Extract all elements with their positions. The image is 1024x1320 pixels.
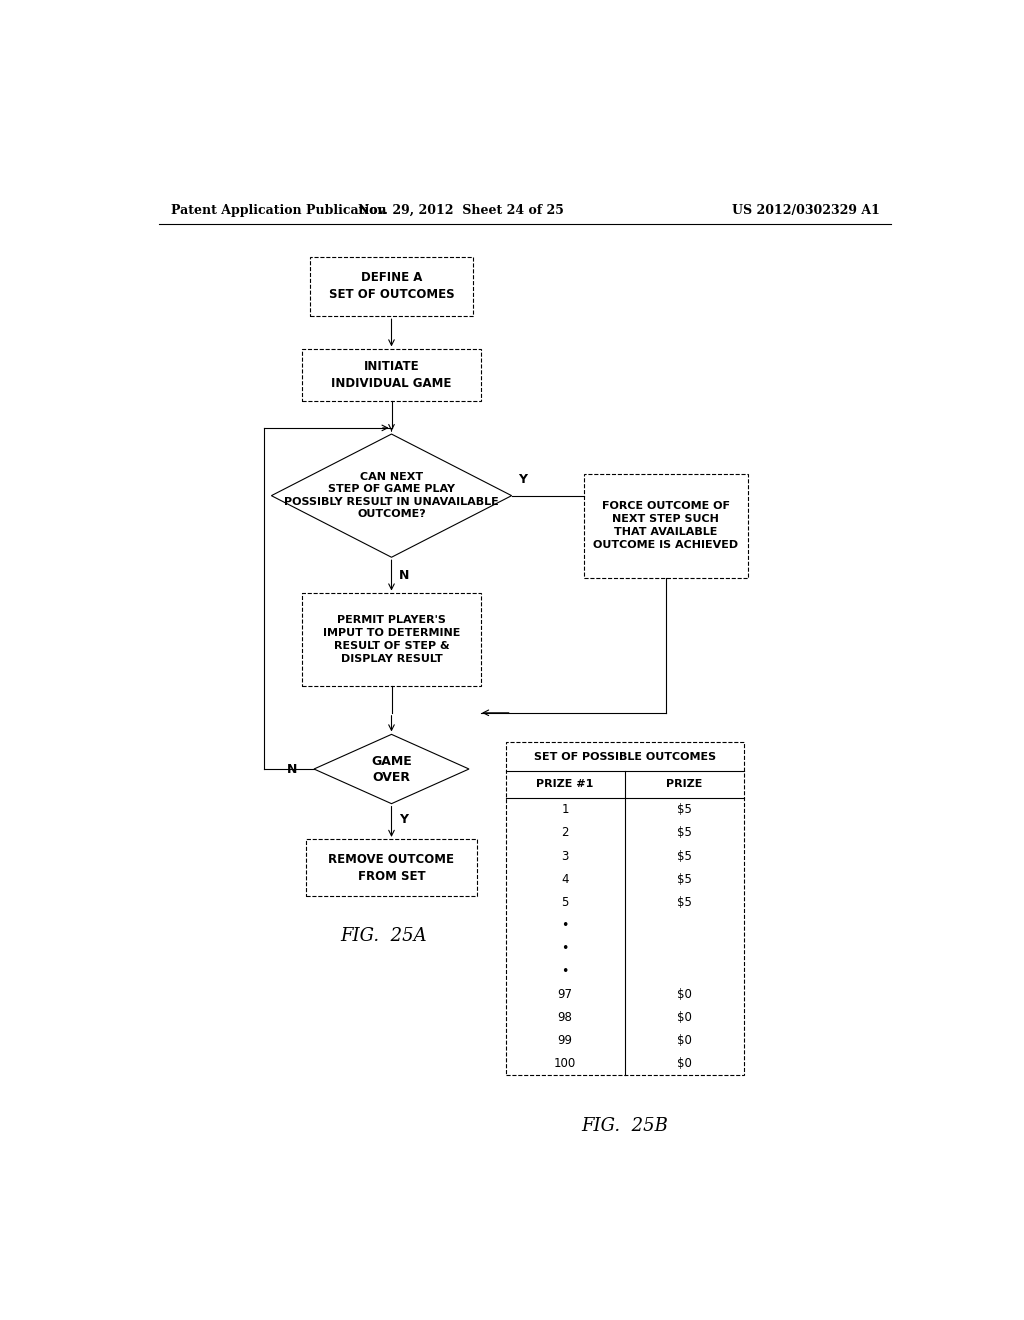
- Bar: [302, 348, 480, 400]
- Text: $0: $0: [677, 989, 692, 1001]
- Text: FIG.  25B: FIG. 25B: [582, 1117, 669, 1134]
- Text: N: N: [399, 569, 410, 582]
- Polygon shape: [314, 734, 469, 804]
- Text: PERMIT PLAYER'S
IMPUT TO DETERMINE
RESULT OF STEP &
DISPLAY RESULT: PERMIT PLAYER'S IMPUT TO DETERMINE RESUL…: [323, 615, 460, 664]
- Text: US 2012/0302329 A1: US 2012/0302329 A1: [732, 205, 880, 218]
- Bar: [584, 474, 748, 578]
- Text: •: •: [561, 942, 568, 954]
- Text: 97: 97: [558, 989, 572, 1001]
- Text: •: •: [561, 919, 568, 932]
- Text: 3: 3: [561, 850, 568, 862]
- Text: Nov. 29, 2012  Sheet 24 of 25: Nov. 29, 2012 Sheet 24 of 25: [358, 205, 564, 218]
- Text: 100: 100: [554, 1057, 577, 1071]
- Text: CAN NEXT
STEP OF GAME PLAY
POSSIBLY RESULT IN UNAVAILABLE
OUTCOME?: CAN NEXT STEP OF GAME PLAY POSSIBLY RESU…: [284, 473, 499, 519]
- Text: Patent Application Publication: Patent Application Publication: [171, 205, 386, 218]
- Text: $0: $0: [677, 1011, 692, 1024]
- Text: 2: 2: [561, 826, 569, 840]
- Bar: [506, 742, 744, 1076]
- Bar: [302, 594, 480, 686]
- Text: FIG.  25A: FIG. 25A: [340, 927, 427, 945]
- Text: 98: 98: [558, 1011, 572, 1024]
- Text: 4: 4: [561, 873, 569, 886]
- Text: PRIZE: PRIZE: [667, 779, 702, 789]
- Text: Y: Y: [399, 813, 409, 826]
- Text: $0: $0: [677, 1057, 692, 1071]
- Polygon shape: [271, 434, 512, 557]
- Text: $5: $5: [677, 804, 692, 816]
- Text: REMOVE OUTCOME
FROM SET: REMOVE OUTCOME FROM SET: [329, 853, 455, 883]
- Bar: [310, 256, 473, 315]
- Text: SET OF POSSIBLE OUTCOMES: SET OF POSSIBLE OUTCOMES: [534, 751, 716, 762]
- Text: 1: 1: [561, 804, 569, 816]
- Text: $0: $0: [677, 1035, 692, 1047]
- Text: $5: $5: [677, 873, 692, 886]
- Text: •: •: [561, 965, 568, 978]
- Text: Y: Y: [518, 474, 526, 487]
- Bar: [306, 840, 477, 896]
- Text: DEFINE A
SET OF OUTCOMES: DEFINE A SET OF OUTCOMES: [329, 271, 455, 301]
- Text: $5: $5: [677, 850, 692, 862]
- Text: FORCE OUTCOME OF
NEXT STEP SUCH
THAT AVAILABLE
OUTCOME IS ACHIEVED: FORCE OUTCOME OF NEXT STEP SUCH THAT AVA…: [593, 500, 738, 550]
- Text: N: N: [287, 763, 297, 776]
- Text: INITIATE
INDIVIDUAL GAME: INITIATE INDIVIDUAL GAME: [332, 360, 452, 389]
- Text: 99: 99: [558, 1035, 572, 1047]
- Text: $5: $5: [677, 826, 692, 840]
- Text: GAME
OVER: GAME OVER: [371, 755, 412, 784]
- Text: $5: $5: [677, 896, 692, 908]
- Text: PRIZE #1: PRIZE #1: [537, 779, 594, 789]
- Text: 5: 5: [561, 896, 568, 908]
